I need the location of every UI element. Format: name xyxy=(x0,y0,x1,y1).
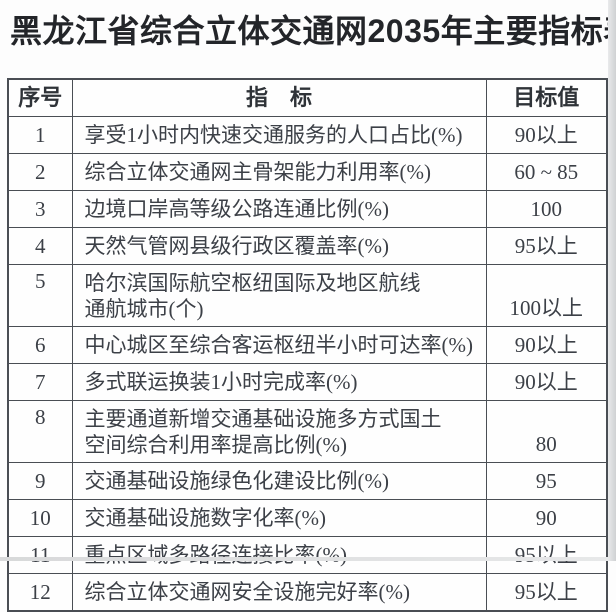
row-no: 10 xyxy=(7,499,73,537)
row-no: 9 xyxy=(7,462,73,500)
row-indicator: 享受1小时内快速交通服务的人口占比(%) xyxy=(71,116,487,154)
row-value: 95 xyxy=(485,462,608,500)
table-row: 4 天然气管网县级行政区覆盖率(%) 95以上 xyxy=(7,227,608,265)
table-row: 5 哈尔滨国际航空枢纽国际及地区航线 通航城市(个) 100以上 xyxy=(7,264,608,327)
table-header-row: 序号 指 标 目标值 xyxy=(7,78,608,117)
row-no: 11 xyxy=(7,536,73,574)
row-indicator: 综合立体交通网主骨架能力利用率(%) xyxy=(71,153,487,191)
row-indicator: 交通基础设施绿色化建设比例(%) xyxy=(71,462,487,500)
table-row: 10 交通基础设施数字化率(%) 90 xyxy=(7,499,608,537)
row-no: 7 xyxy=(7,363,73,401)
indicator-table: 序号 指 标 目标值 1 享受1小时内快速交通服务的人口占比(%) 90以上 2… xyxy=(7,78,608,612)
table-row: 2 综合立体交通网主骨架能力利用率(%) 60 ~ 85 xyxy=(7,153,608,191)
table-row: 11 重点区域多路径连接比率(%) 95以上 xyxy=(7,536,608,574)
table-row: 9 交通基础设施绿色化建设比例(%) 95 xyxy=(7,462,608,500)
row-value: 100以上 xyxy=(485,264,608,327)
table-row: 12 综合立体交通网安全设施完好率(%) 95以上 xyxy=(7,573,608,612)
table-row: 3 边境口岸高等级公路连通比例(%) 100 xyxy=(7,190,608,228)
row-indicator: 交通基础设施数字化率(%) xyxy=(71,499,487,537)
page-title: 黑龙江省综合立体交通网2035年主要指标表 xyxy=(10,13,616,49)
row-value: 90以上 xyxy=(485,116,608,154)
table-row: 7 多式联运换装1小时完成率(%) 90以上 xyxy=(7,363,608,401)
row-indicator: 主要通道新增交通基础设施多方式国土 空间综合利用率提高比例(%) xyxy=(71,400,487,463)
row-indicator: 边境口岸高等级公路连通比例(%) xyxy=(71,190,487,228)
row-value: 90以上 xyxy=(485,326,608,364)
row-value: 95以上 xyxy=(485,536,608,574)
table-row: 8 主要通道新增交通基础设施多方式国土 空间综合利用率提高比例(%) 80 xyxy=(7,400,608,463)
row-value: 60 ~ 85 xyxy=(485,153,608,191)
header-cell-indicator: 指 标 xyxy=(71,78,487,117)
row-value: 95以上 xyxy=(485,573,608,612)
row-indicator: 中心城区至综合客运枢纽半小时可达率(%) xyxy=(71,326,487,364)
table-row: 6 中心城区至综合客运枢纽半小时可达率(%) 90以上 xyxy=(7,326,608,364)
row-value: 100 xyxy=(485,190,608,228)
row-no: 1 xyxy=(7,116,73,154)
row-indicator: 天然气管网县级行政区覆盖率(%) xyxy=(71,227,487,265)
row-indicator: 哈尔滨国际航空枢纽国际及地区航线 通航城市(个) xyxy=(71,264,487,327)
row-no: 5 xyxy=(7,264,73,327)
header-cell-no: 序号 xyxy=(7,78,73,117)
scan-edge-right xyxy=(608,0,616,561)
row-no: 2 xyxy=(7,153,73,191)
header-cell-value: 目标值 xyxy=(485,78,608,117)
row-value: 80 xyxy=(485,400,608,463)
scan-edge-bottom xyxy=(0,557,608,561)
row-value: 90以上 xyxy=(485,363,608,401)
row-no: 12 xyxy=(7,573,73,612)
row-no: 3 xyxy=(7,190,73,228)
row-indicator: 综合立体交通网安全设施完好率(%) xyxy=(71,573,487,612)
row-value: 90 xyxy=(485,499,608,537)
row-indicator: 多式联运换装1小时完成率(%) xyxy=(71,363,487,401)
row-indicator: 重点区域多路径连接比率(%) xyxy=(71,536,487,574)
row-no: 6 xyxy=(7,326,73,364)
row-value: 95以上 xyxy=(485,227,608,265)
row-no: 4 xyxy=(7,227,73,265)
row-no: 8 xyxy=(7,400,73,463)
table-row: 1 享受1小时内快速交通服务的人口占比(%) 90以上 xyxy=(7,116,608,154)
